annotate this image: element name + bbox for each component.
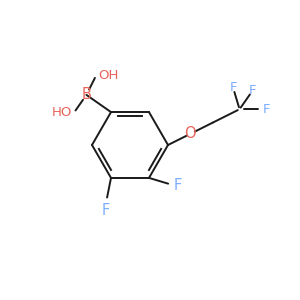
Text: F: F: [102, 203, 110, 218]
Text: OH: OH: [98, 69, 118, 82]
Text: O: O: [184, 126, 196, 141]
Text: F: F: [230, 81, 237, 94]
Text: F: F: [174, 178, 182, 193]
Text: F: F: [262, 103, 270, 116]
Text: F: F: [248, 84, 256, 97]
Text: HO: HO: [51, 106, 72, 119]
Text: B: B: [82, 87, 92, 102]
